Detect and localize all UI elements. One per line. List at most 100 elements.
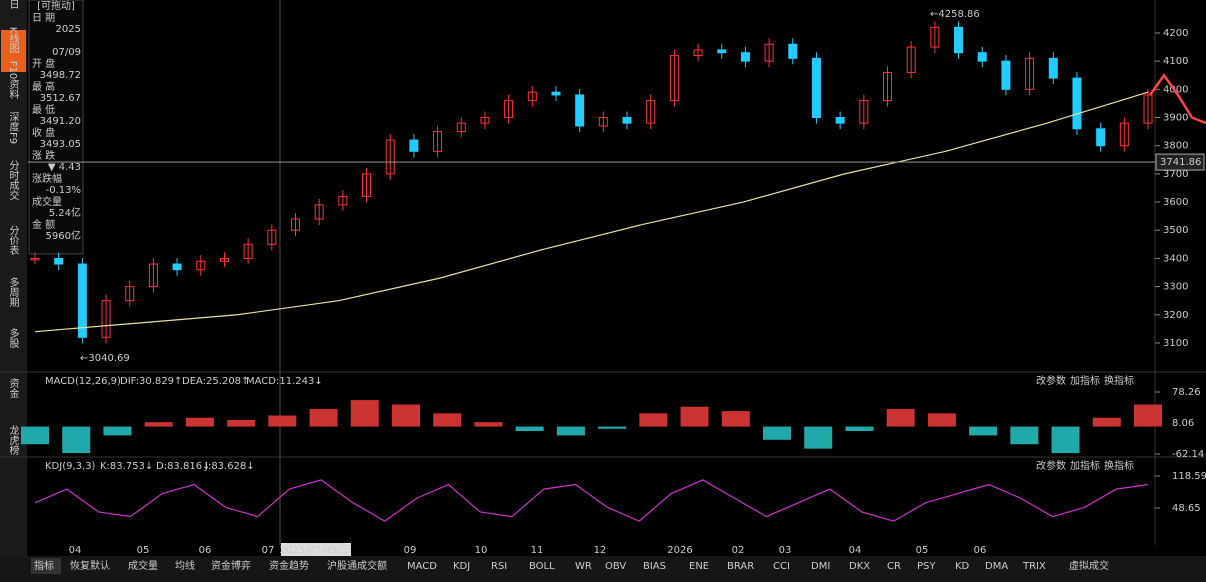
tab[interactable]: DKX — [849, 561, 870, 572]
tab[interactable]: 资金博弈 — [211, 559, 251, 572]
tab[interactable]: RSI — [491, 561, 507, 572]
tab[interactable]: 沪股通成交额 — [327, 559, 387, 572]
y-tick-label: 3400 — [1163, 253, 1188, 264]
tab[interactable]: OBV — [605, 561, 626, 572]
tab[interactable]: BRAR — [727, 561, 754, 572]
candle — [1048, 57, 1058, 79]
tab[interactable]: 资金趋势 — [269, 559, 309, 572]
tab[interactable]: 虚拟成交 — [1069, 559, 1109, 572]
date-label: 02 — [732, 545, 745, 556]
tab[interactable]: PSY — [917, 561, 936, 572]
panel-button[interactable]: 改参数 — [1036, 374, 1066, 387]
y-tick-label: 48.65 — [1172, 503, 1201, 514]
date-label: 10 — [475, 545, 488, 556]
macd-bar — [268, 415, 297, 427]
k-line — [34, 479, 1149, 522]
tab[interactable]: WR — [575, 561, 592, 572]
y-tick-label: 3800 — [1163, 141, 1188, 152]
macd-bar — [62, 426, 91, 454]
info-label: 收 盘 — [32, 126, 55, 139]
info-value: ▼ 4.43 — [48, 162, 81, 173]
sidebar — [0, 0, 27, 582]
forecast-line — [1148, 73, 1206, 125]
panel-button[interactable]: 换指标 — [1104, 374, 1134, 387]
sidebar-item[interactable]: 分价表 — [7, 225, 19, 256]
candle — [1001, 60, 1011, 90]
tab[interactable]: 均线 — [175, 559, 195, 572]
sidebar-item[interactable]: 多周期 — [7, 276, 19, 308]
macd-bar — [144, 422, 173, 427]
candle — [267, 229, 277, 245]
tab[interactable]: KDJ — [453, 561, 470, 572]
macd-bar — [845, 426, 874, 431]
tab[interactable]: CR — [887, 561, 901, 572]
panel-button[interactable]: 换指标 — [1104, 459, 1134, 472]
candle — [646, 100, 656, 124]
tab[interactable]: BOLL — [529, 561, 555, 572]
candle — [101, 300, 111, 338]
candle — [740, 52, 750, 62]
tab[interactable]: 指标 — [34, 559, 54, 572]
date-label: 2026 — [667, 545, 692, 556]
macd-bar — [886, 408, 915, 427]
date-label: 04 — [69, 545, 82, 556]
info-panel — [28, 0, 84, 255]
y-tick-label: 3200 — [1163, 310, 1188, 321]
date-label: 12 — [594, 545, 607, 556]
candle — [669, 55, 679, 102]
macd-bar — [969, 426, 998, 436]
info-label: 日 期 — [32, 12, 55, 24]
date-label: 06 — [199, 545, 212, 556]
info-label: 开 盘 — [32, 57, 55, 70]
date-label: 03 — [779, 545, 792, 556]
tab[interactable]: 成交量 — [128, 559, 158, 572]
tab[interactable]: BIAS — [643, 561, 666, 572]
panel-button[interactable]: 加指标 — [1070, 459, 1100, 472]
candle — [551, 91, 561, 96]
candle — [54, 257, 64, 265]
tab[interactable]: 恢复默认 — [70, 559, 110, 572]
candle — [1096, 128, 1106, 147]
candle — [314, 204, 324, 220]
macd-bar — [763, 426, 791, 440]
date-box — [281, 543, 351, 556]
candle — [148, 263, 158, 288]
tab[interactable]: DMA — [985, 561, 1008, 572]
tab[interactable]: ENE — [689, 561, 709, 572]
info-value: 3491.20 — [40, 116, 81, 127]
tab[interactable]: MACD — [407, 561, 437, 572]
candle — [125, 286, 135, 302]
macd-dea: DEA:25.208↑ — [182, 376, 249, 387]
panel-button[interactable]: 加指标 — [1070, 374, 1100, 387]
macd-bar — [1010, 426, 1039, 445]
sidebar-item[interactable]: 分时成交 — [7, 160, 19, 201]
sidebar-item[interactable]: K线图 — [7, 27, 19, 54]
sidebar-item[interactable]: 多股 — [7, 327, 19, 349]
y-tick-label: 3900 — [1163, 113, 1188, 124]
candle — [385, 139, 395, 175]
macd-bar — [433, 413, 462, 427]
sidebar-item[interactable]: F10资料 — [7, 61, 19, 100]
tab[interactable]: CCI — [773, 561, 790, 572]
date-label: 05 — [137, 545, 150, 556]
sidebar-item[interactable]: 日 — [7, 0, 18, 9]
macd-bar — [227, 419, 256, 427]
sidebar-item[interactable]: 深度F9 — [7, 112, 19, 144]
ma-line — [34, 91, 1149, 333]
active-tab — [1, 30, 26, 72]
sidebar-item[interactable]: 资金 — [7, 378, 19, 398]
tab[interactable]: TRIX — [1022, 561, 1046, 572]
kdj-d: D:83.816↓ — [156, 461, 210, 472]
y-tick-label: 4200 — [1163, 28, 1188, 39]
price-line-box — [1155, 153, 1205, 171]
sidebar-item[interactable]: 龙虎榜 — [7, 424, 19, 456]
info-value: 5960亿 — [46, 229, 81, 242]
candle — [693, 49, 703, 57]
candle — [764, 43, 774, 62]
candle — [480, 117, 490, 124]
candle — [717, 49, 727, 54]
panel-button[interactable]: 改参数 — [1036, 459, 1066, 472]
tab[interactable]: DMI — [811, 561, 830, 572]
tab[interactable]: KD — [955, 561, 970, 572]
